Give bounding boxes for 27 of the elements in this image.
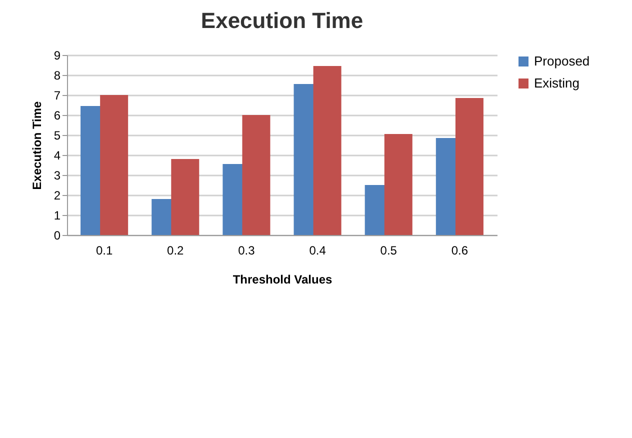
y-tick-label: 7	[54, 88, 61, 102]
bar	[171, 159, 200, 235]
legend-label: Existing	[534, 76, 580, 90]
x-axis-title: Threshold Values	[232, 272, 332, 286]
y-tick-label: 2	[54, 188, 61, 202]
y-tick-label: 6	[54, 108, 61, 122]
x-tick-label: 0.4	[309, 244, 326, 258]
x-tick-label: 0.2	[167, 244, 184, 258]
legend-label: Proposed	[534, 54, 590, 68]
x-tick-label: 0.6	[451, 244, 468, 258]
x-tick-label: 0.5	[380, 244, 398, 258]
y-tick-label: 1	[54, 208, 61, 222]
bar	[100, 95, 128, 235]
bar	[242, 115, 270, 235]
y-tick-label: 3	[54, 168, 61, 182]
y-tick-label: 9	[54, 48, 61, 62]
y-tick-label: 0	[54, 228, 61, 242]
bar	[313, 66, 342, 235]
bar	[384, 134, 412, 235]
bar	[455, 98, 484, 235]
x-tick-label: 0.1	[96, 244, 113, 258]
y-tick-label: 4	[54, 148, 61, 162]
chart-title: Execution Time	[200, 8, 364, 33]
y-tick-label: 8	[54, 68, 61, 82]
y-axis-title: Execution Time	[30, 100, 44, 190]
y-tick-label: 5	[54, 128, 61, 142]
x-tick-label: 0.3	[238, 244, 256, 258]
